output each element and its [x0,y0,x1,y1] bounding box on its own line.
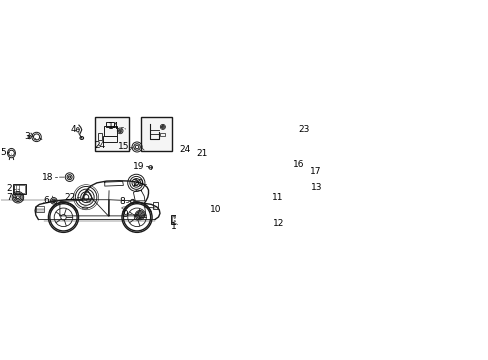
Text: 19: 19 [133,162,144,171]
Text: 13: 13 [310,183,322,192]
Text: 22: 22 [64,193,76,202]
Bar [105,122,114,127]
Bar [95,117,129,151]
Text: 23: 23 [298,125,309,134]
Text: 4: 4 [70,125,76,134]
Bar [103,136,117,141]
Text: 8: 8 [120,197,125,206]
Text: 17: 17 [309,167,321,176]
Text: 24: 24 [179,145,190,154]
Bar [103,126,116,136]
Text: 11: 11 [271,193,283,202]
Bar [171,216,181,224]
Bar [13,184,26,194]
Text: 20: 20 [132,179,143,188]
Text: 6: 6 [43,196,49,205]
Text: 5: 5 [0,148,6,157]
Text: 18: 18 [42,173,54,182]
Text: 3: 3 [24,132,30,141]
Bar [14,185,25,193]
Text: 2: 2 [6,184,12,193]
Text: 1: 1 [170,222,176,231]
Text: 7: 7 [6,193,12,202]
Text: 16: 16 [293,161,305,170]
Bar [153,202,158,210]
Bar [36,206,43,212]
Circle shape [290,222,292,224]
Text: 24: 24 [94,141,105,150]
Text: 10: 10 [209,205,221,214]
Text: 21: 21 [196,149,208,158]
Bar [171,215,182,224]
Text: 9: 9 [122,210,128,219]
Bar [141,117,172,151]
Text: 14: 14 [108,122,120,131]
Bar [160,132,164,136]
Text: 12: 12 [272,219,284,228]
Bar [98,132,102,140]
Text: 15: 15 [118,143,129,152]
